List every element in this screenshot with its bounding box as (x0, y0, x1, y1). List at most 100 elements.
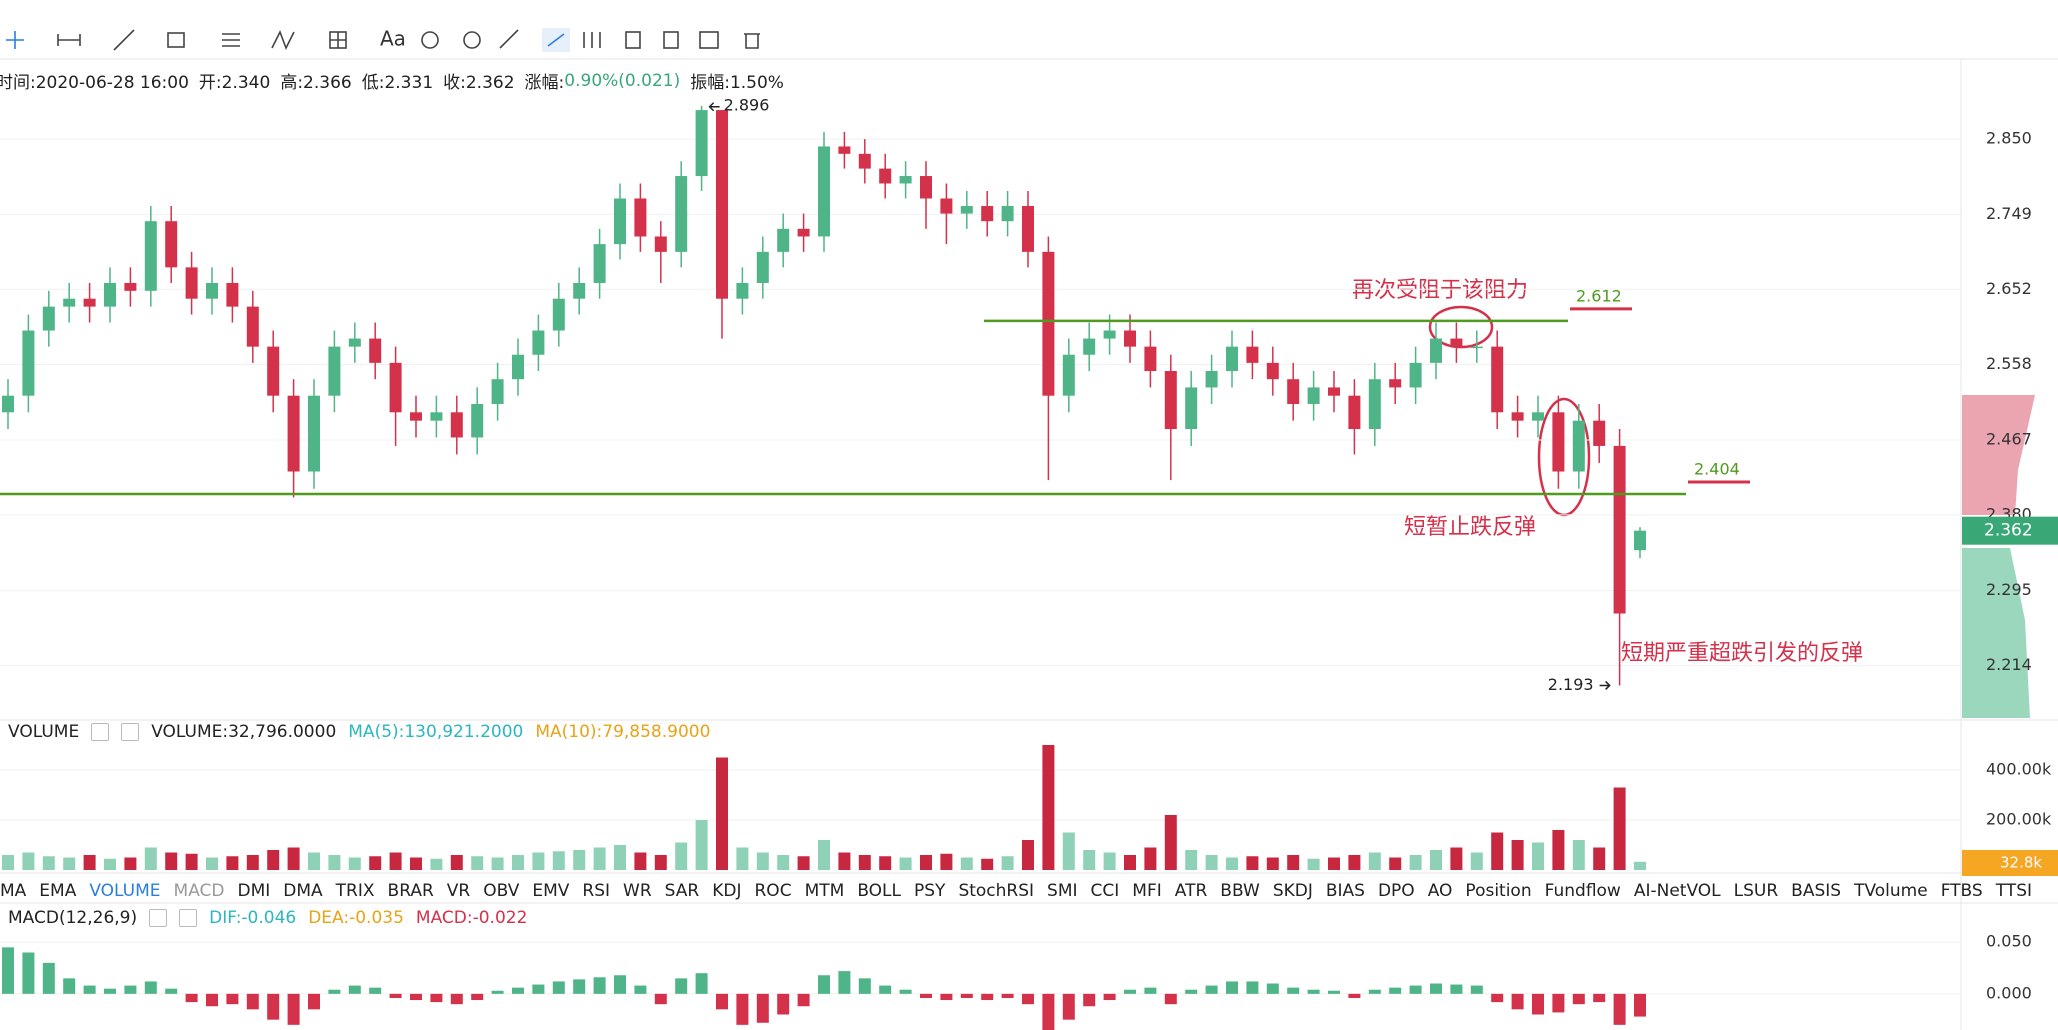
volume-bar (695, 820, 708, 870)
settings-icon[interactable] (149, 909, 168, 927)
indicator-tab[interactable]: AI-NetVOL (1633, 881, 1721, 901)
indicator-tab[interactable]: MA (0, 881, 27, 901)
volume-bar (981, 858, 994, 870)
indicator-tab[interactable]: EMA (39, 881, 77, 901)
candle-body (1613, 445, 1626, 614)
indicator-tab[interactable]: Position (1465, 881, 1532, 901)
indicator-tab[interactable]: BBW (1220, 881, 1260, 901)
candle-body (104, 282, 116, 307)
indicator-tab[interactable]: VOLUME (89, 881, 161, 901)
volume-bar (512, 855, 524, 870)
volume-bar (1266, 857, 1279, 870)
volume-bar (858, 855, 871, 870)
candle-body (348, 338, 361, 347)
annotation-ellipse (1428, 305, 1494, 349)
macd-bar (369, 987, 382, 994)
close-icon[interactable] (121, 723, 140, 741)
font-button[interactable]: Aa (380, 27, 406, 51)
volume-bar (308, 852, 320, 870)
volume-bar (838, 852, 851, 870)
macd-bar (1307, 989, 1320, 994)
indicator-tab[interactable]: MFI (1132, 881, 1162, 901)
indicator-tab[interactable]: Fundflow (1544, 881, 1621, 901)
macd-bar (83, 985, 96, 994)
macd-bar (185, 993, 198, 1003)
indicator-tab[interactable]: MTM (804, 881, 845, 901)
volume-bar (654, 855, 667, 870)
volume-bar (165, 852, 178, 870)
indicator-tab[interactable]: AO (1427, 881, 1453, 901)
indicator-tab[interactable]: OBV (483, 881, 520, 901)
indicator-tab[interactable]: LSUR (1733, 881, 1779, 901)
volume-bar (22, 852, 35, 870)
macd-bar (1593, 993, 1606, 1003)
volume-bar (1491, 832, 1504, 870)
indicator-tab[interactable]: RSI (582, 881, 611, 901)
legend-entry: MA(10):79,858.9000 (535, 722, 711, 742)
volume-bar (716, 757, 728, 870)
indicator-tab[interactable]: BOLL (857, 881, 901, 901)
macd-bar (756, 993, 769, 1023)
indicator-tab[interactable]: PSY (914, 881, 946, 901)
candle-body (920, 176, 932, 199)
candle-body (940, 198, 953, 214)
indicator-tab[interactable]: CCI (1090, 881, 1120, 901)
volume-bar (634, 852, 647, 870)
macd-bar (22, 952, 35, 994)
candle-body (1430, 338, 1442, 363)
candle-body (695, 110, 708, 177)
close-icon[interactable] (179, 909, 198, 927)
indicator-tab[interactable]: ATR (1174, 881, 1208, 901)
indicator-tab[interactable]: TVolume (1854, 881, 1928, 901)
macd-bar (797, 993, 810, 1007)
volume-bar (410, 857, 422, 870)
candle-body (83, 298, 96, 307)
indicator-tab[interactable]: DPO (1377, 881, 1415, 901)
volume-bar (42, 856, 55, 870)
indicator-tab[interactable]: SAR (664, 881, 700, 901)
y-tick-label: 400.00k (1986, 760, 2052, 779)
indicator-tab[interactable]: VR (446, 881, 471, 901)
candle-body (1022, 206, 1034, 252)
indicator-tab[interactable]: WR (623, 881, 652, 901)
volume-bar (573, 850, 586, 870)
macd-bar (389, 993, 402, 998)
candle-body (144, 221, 157, 291)
indicator-tab[interactable]: BIAS (1325, 881, 1365, 901)
candle-body (1470, 346, 1483, 349)
candle-body (736, 282, 749, 299)
macd-bar (532, 984, 545, 994)
max-label: 2.896 (724, 95, 770, 114)
indicator-tab[interactable]: ROC (754, 881, 792, 901)
volume-bar (1164, 815, 1177, 870)
macd-bar (267, 993, 280, 1020)
indicator-tab[interactable]: KDJ (712, 881, 742, 901)
macd-bar (206, 993, 218, 1007)
volume-bar (471, 856, 484, 870)
candle-body (410, 412, 422, 421)
indicator-tab[interactable]: FTBS (1940, 881, 1983, 901)
candle-body (1307, 387, 1320, 404)
candle-body (899, 176, 912, 184)
level-label: 2.612 (1576, 286, 1622, 305)
indicator-tab[interactable]: TTSI (1995, 881, 2032, 901)
macd-bar (573, 979, 586, 994)
y-tick-label: 0.000 (1986, 983, 2032, 1002)
candle-body (287, 395, 300, 472)
indicator-tab[interactable]: TRIX (335, 881, 375, 901)
indicator-tab[interactable]: MACD (173, 881, 225, 901)
indicator-tab[interactable]: DMA (283, 881, 323, 901)
volume-bar (267, 850, 280, 870)
indicator-tab[interactable]: SKDJ (1272, 881, 1313, 901)
indicator-tab[interactable]: BASIS (1791, 881, 1842, 901)
settings-icon[interactable] (91, 723, 110, 741)
candle-body (369, 338, 382, 363)
macd-bar (42, 962, 55, 994)
indicator-tab[interactable]: DMI (237, 881, 271, 901)
candle-body (532, 330, 545, 355)
indicator-tab[interactable]: StochRSI (958, 881, 1035, 901)
indicator-tab[interactable]: SMI (1047, 881, 1078, 901)
indicator-tab[interactable]: BRAR (387, 881, 434, 901)
indicator-tab[interactable]: EMV (532, 881, 570, 901)
